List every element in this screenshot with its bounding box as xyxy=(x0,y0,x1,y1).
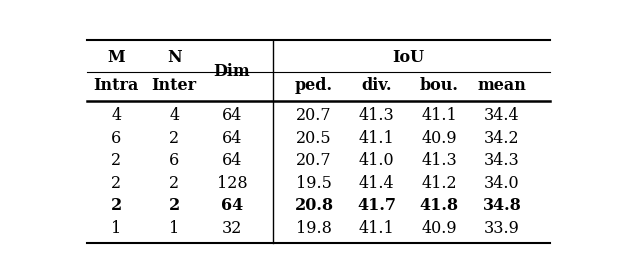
Text: 19.8: 19.8 xyxy=(296,220,332,237)
Text: 2: 2 xyxy=(111,197,122,214)
Text: 20.8: 20.8 xyxy=(294,197,333,214)
Text: 19.5: 19.5 xyxy=(296,175,332,192)
Text: 41.1: 41.1 xyxy=(359,220,394,237)
Text: 34.4: 34.4 xyxy=(484,107,520,124)
Text: 2: 2 xyxy=(169,197,180,214)
Text: mean: mean xyxy=(478,77,526,94)
Text: 128: 128 xyxy=(216,175,248,192)
Text: IoU: IoU xyxy=(392,49,424,66)
Text: 40.9: 40.9 xyxy=(422,220,457,237)
Text: 64: 64 xyxy=(222,130,242,147)
Text: 2: 2 xyxy=(169,175,179,192)
Text: bou.: bou. xyxy=(420,77,459,94)
Text: 64: 64 xyxy=(222,107,242,124)
Text: 41.7: 41.7 xyxy=(357,197,396,214)
Text: 4: 4 xyxy=(169,107,179,124)
Text: Inter: Inter xyxy=(152,77,197,94)
Text: 41.1: 41.1 xyxy=(422,107,457,124)
Text: 20.7: 20.7 xyxy=(296,107,332,124)
Text: 1: 1 xyxy=(111,220,121,237)
Text: 20.7: 20.7 xyxy=(296,152,332,169)
Text: 34.8: 34.8 xyxy=(483,197,521,214)
Text: 32: 32 xyxy=(222,220,242,237)
Text: 4: 4 xyxy=(111,107,121,124)
Text: 64: 64 xyxy=(221,197,243,214)
Text: Intra: Intra xyxy=(94,77,139,94)
Text: 41.3: 41.3 xyxy=(359,107,394,124)
Text: 6: 6 xyxy=(111,130,121,147)
Text: 41.8: 41.8 xyxy=(420,197,459,214)
Text: 2: 2 xyxy=(111,175,121,192)
Text: 41.0: 41.0 xyxy=(359,152,394,169)
Text: N: N xyxy=(167,49,182,66)
Text: div.: div. xyxy=(361,77,392,94)
Text: 34.2: 34.2 xyxy=(484,130,520,147)
Text: 6: 6 xyxy=(169,152,179,169)
Text: 1: 1 xyxy=(169,220,179,237)
Text: 41.1: 41.1 xyxy=(359,130,394,147)
Text: 64: 64 xyxy=(222,152,242,169)
Text: 41.2: 41.2 xyxy=(422,175,457,192)
Text: Dim: Dim xyxy=(214,63,250,80)
Text: 40.9: 40.9 xyxy=(422,130,457,147)
Text: 2: 2 xyxy=(111,152,121,169)
Text: 41.3: 41.3 xyxy=(422,152,457,169)
Text: 2: 2 xyxy=(169,130,179,147)
Text: 20.5: 20.5 xyxy=(296,130,332,147)
Text: 33.9: 33.9 xyxy=(484,220,520,237)
Text: ped.: ped. xyxy=(295,77,333,94)
Text: 34.3: 34.3 xyxy=(484,152,520,169)
Text: 41.4: 41.4 xyxy=(359,175,394,192)
Text: M: M xyxy=(108,49,125,66)
Text: 34.0: 34.0 xyxy=(484,175,520,192)
